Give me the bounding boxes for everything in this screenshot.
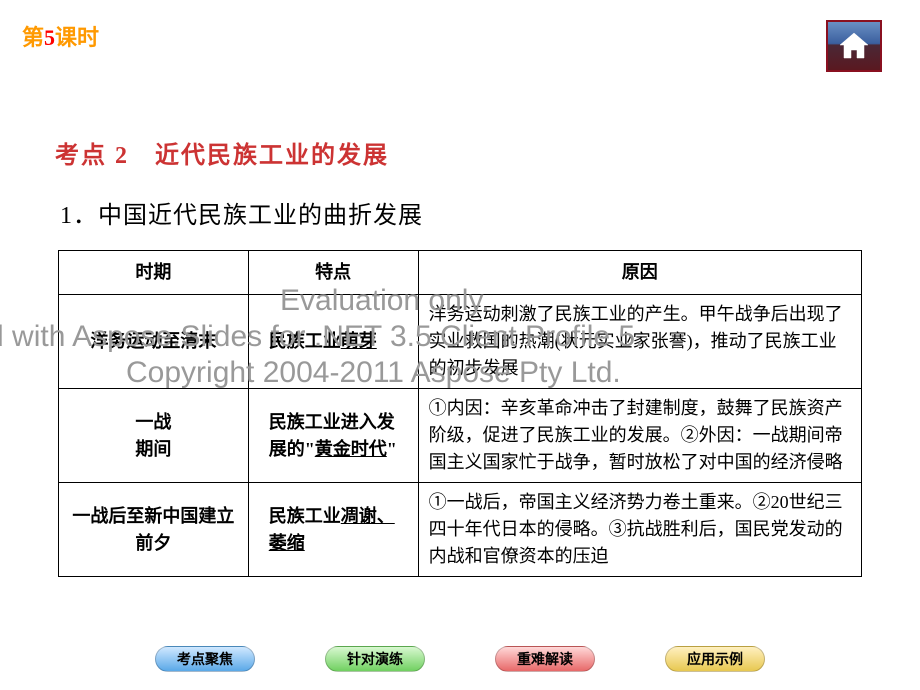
home-icon (837, 31, 871, 61)
lesson-number: 5 (44, 25, 55, 50)
content-table: 时期 特点 原因 洋务运动至清末 民族工业萌芽 洋务运动刺激了民族工业的产生。甲… (58, 250, 862, 577)
header-feature: 特点 (248, 251, 418, 295)
cell-feature-2: 民族工业凋谢、萎缩 (248, 483, 418, 577)
header-reason: 原因 (418, 251, 861, 295)
cell-reason-1: ①内因：辛亥革命冲击了封建制度，鼓舞了民族资产阶级，促进了民族工业的发展。②外因… (418, 389, 861, 483)
cell-period-0: 洋务运动至清末 (59, 295, 249, 389)
lesson-suffix: 课时 (55, 25, 99, 50)
nav-btn-zhendui[interactable]: 针对演练 (325, 646, 425, 672)
cell-feature-1: 民族工业进入发展的"黄金时代" (248, 389, 418, 483)
cell-feature-0: 民族工业萌芽 (248, 295, 418, 389)
cell-reason-0: 洋务运动刺激了民族工业的产生。甲午战争后出现了实业救国的热潮(状元实业家张謇)，… (418, 295, 861, 389)
table-header-row: 时期 特点 原因 (59, 251, 862, 295)
table-row: 一战 期间 民族工业进入发展的"黄金时代" ①内因：辛亥革命冲击了封建制度，鼓舞… (59, 389, 862, 483)
nav-btn-zhongnan[interactable]: 重难解读 (495, 646, 595, 672)
section-title: 考点 2 近代民族工业的发展 (55, 135, 389, 170)
cell-period-2: 一战后至新中国建立前夕 (59, 483, 249, 577)
nav-btn-yingyong[interactable]: 应用示例 (665, 646, 765, 672)
bottom-nav: 考点聚焦 针对演练 重难解读 应用示例 (0, 646, 920, 672)
lesson-header: 第5课时 (22, 20, 99, 52)
table-row: 一战后至新中国建立前夕 民族工业凋谢、萎缩 ①一战后，帝国主义经济势力卷土重来。… (59, 483, 862, 577)
header-period: 时期 (59, 251, 249, 295)
nav-btn-kaodian[interactable]: 考点聚焦 (155, 646, 255, 672)
table-row: 洋务运动至清末 民族工业萌芽 洋务运动刺激了民族工业的产生。甲午战争后出现了实业… (59, 295, 862, 389)
lesson-prefix: 第 (22, 25, 44, 50)
sub-title: 1．中国近代民族工业的曲折发展 (60, 195, 423, 230)
cell-period-1: 一战 期间 (59, 389, 249, 483)
cell-reason-2: ①一战后，帝国主义经济势力卷土重来。②20世纪三四十年代日本的侵略。③抗战胜利后… (418, 483, 861, 577)
home-button[interactable] (826, 20, 882, 72)
